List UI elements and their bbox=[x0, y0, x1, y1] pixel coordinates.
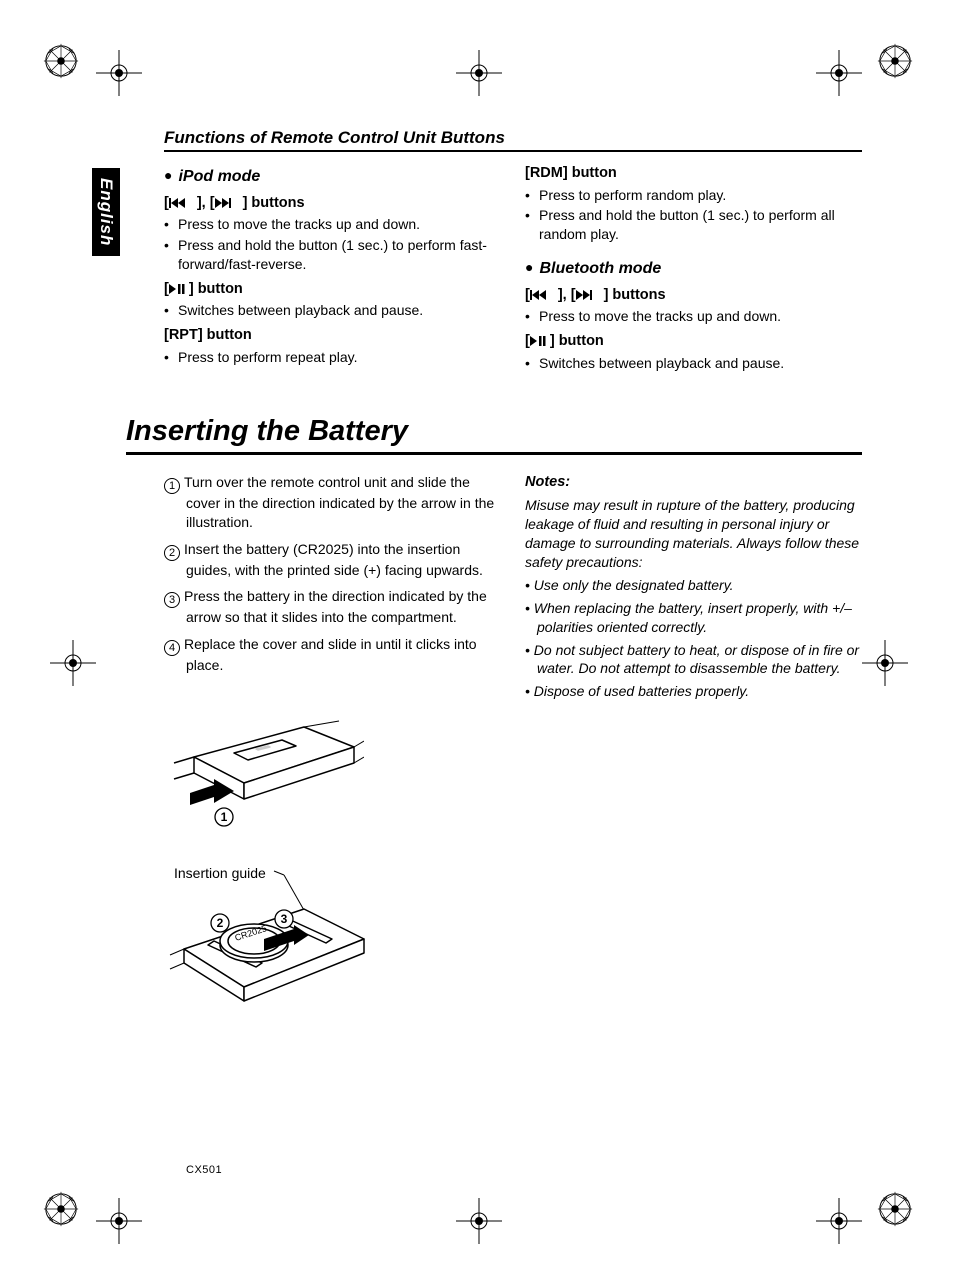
section-title-battery: Inserting the Battery bbox=[126, 415, 862, 455]
cross-mark bbox=[456, 50, 502, 96]
reg-mark-tl bbox=[42, 42, 80, 80]
bt-skip-list: Press to move the tracks up and down. bbox=[525, 307, 862, 326]
next-track-icon bbox=[215, 197, 243, 209]
list-item: Dispose of used batteries properly. bbox=[525, 682, 862, 701]
prev-track-icon bbox=[169, 197, 197, 209]
cross-mark bbox=[50, 640, 96, 686]
right-column: [RDM] button Press to perform random pla… bbox=[525, 164, 862, 375]
battery-steps-column: 1Turn over the remote control unit and s… bbox=[164, 473, 501, 705]
reg-mark-tr bbox=[876, 42, 914, 80]
svg-text:1: 1 bbox=[221, 810, 228, 824]
list-item: Press to move the tracks up and down. bbox=[164, 215, 501, 234]
page-content: Functions of Remote Control Unit Buttons… bbox=[96, 128, 862, 1019]
cross-mark bbox=[456, 1198, 502, 1244]
play-pause-icon bbox=[530, 335, 550, 347]
cross-mark bbox=[816, 50, 862, 96]
rdm-heading: [RDM] button bbox=[525, 164, 862, 184]
bt-skip-heading: [], [] buttons bbox=[525, 286, 862, 306]
step-item: 4Replace the cover and slide in until it… bbox=[164, 635, 501, 675]
illustration-remote-slide: 1 bbox=[164, 717, 862, 847]
prev-track-icon bbox=[530, 289, 558, 301]
bt-playpause-heading: [] button bbox=[525, 332, 862, 352]
cross-mark bbox=[96, 50, 142, 96]
svg-text:3: 3 bbox=[281, 912, 288, 926]
notes-body: Misuse may result in rupture of the batt… bbox=[525, 496, 862, 701]
skip-buttons-heading: [], [] buttons bbox=[164, 194, 501, 214]
list-item: Do not subject battery to heat, or dispo… bbox=[525, 641, 862, 679]
playpause-heading: [] button bbox=[164, 280, 501, 300]
battery-notes-column: Notes: Misuse may result in rupture of t… bbox=[525, 473, 862, 705]
bt-playpause-list: Switches between playback and pause. bbox=[525, 354, 862, 373]
list-item: Press to perform repeat play. bbox=[164, 348, 501, 367]
rpt-heading: [RPT] button bbox=[164, 326, 501, 346]
cross-mark bbox=[862, 640, 908, 686]
notes-intro: Misuse may result in rupture of the batt… bbox=[525, 497, 859, 570]
left-column: iPod mode [], [] buttons Press to move t… bbox=[164, 164, 501, 375]
footer-model: CX501 bbox=[186, 1164, 222, 1176]
play-pause-icon bbox=[169, 283, 189, 295]
playpause-list: Switches between playback and pause. bbox=[164, 301, 501, 320]
battery-steps: 1Turn over the remote control unit and s… bbox=[164, 473, 501, 675]
list-item: Press and hold the button (1 sec.) to pe… bbox=[164, 236, 501, 274]
cross-mark bbox=[816, 1198, 862, 1244]
list-item: Use only the designated battery. bbox=[525, 576, 862, 595]
page-header: Functions of Remote Control Unit Buttons bbox=[164, 128, 862, 152]
step-item: 2Insert the battery (CR2025) into the in… bbox=[164, 540, 501, 580]
list-item: Press and hold the button (1 sec.) to pe… bbox=[525, 206, 862, 244]
next-track-icon bbox=[576, 289, 604, 301]
mode-heading-bluetooth: Bluetooth mode bbox=[525, 258, 862, 280]
step-item: 3Press the battery in the direction indi… bbox=[164, 587, 501, 627]
list-item: Press to move the tracks up and down. bbox=[525, 307, 862, 326]
list-item: Press to perform random play. bbox=[525, 186, 862, 205]
notes-list: Use only the designated battery. When re… bbox=[525, 576, 862, 701]
list-item: Switches between playback and pause. bbox=[164, 301, 501, 320]
reg-mark-br bbox=[876, 1190, 914, 1228]
reg-mark-bl bbox=[42, 1190, 80, 1228]
illustration-battery-insert: Insertion guide CR2025 bbox=[164, 869, 862, 1019]
skip-buttons-list: Press to move the tracks up and down. Pr… bbox=[164, 215, 501, 274]
list-item: Switches between playback and pause. bbox=[525, 354, 862, 373]
rdm-list: Press to perform random play. Press and … bbox=[525, 186, 862, 245]
svg-text:2: 2 bbox=[217, 916, 224, 930]
notes-heading: Notes: bbox=[525, 473, 862, 493]
insertion-guide-label: Insertion guide bbox=[174, 865, 266, 881]
list-item: When replacing the battery, insert prope… bbox=[525, 599, 862, 637]
step-item: 1Turn over the remote control unit and s… bbox=[164, 473, 501, 532]
cross-mark bbox=[96, 1198, 142, 1244]
mode-heading-ipod: iPod mode bbox=[164, 166, 501, 188]
rpt-list: Press to perform repeat play. bbox=[164, 348, 501, 367]
